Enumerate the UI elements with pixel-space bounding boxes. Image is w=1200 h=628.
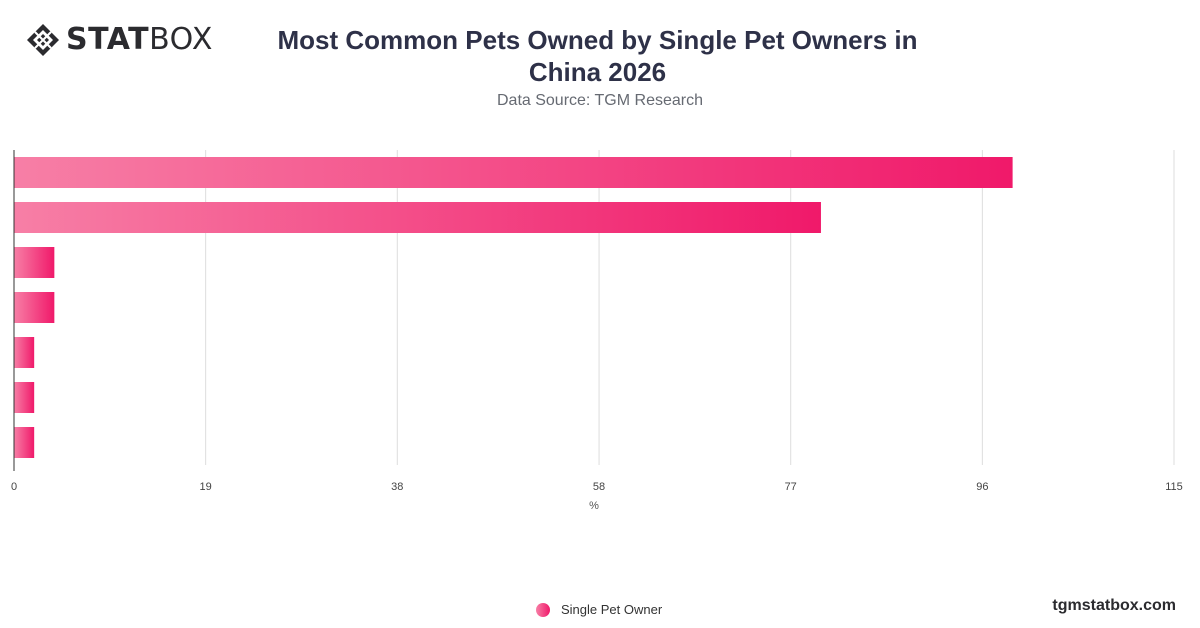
x-tick-label: 77 — [785, 481, 797, 493]
x-tick-label: 19 — [200, 481, 212, 493]
x-axis-label: % — [589, 500, 599, 512]
statbox-logo: STATBOX — [26, 22, 213, 58]
legend-label: Single Pet Owner — [561, 602, 663, 617]
logo-text-light: BOX — [149, 22, 213, 57]
x-tick-labels: 0 19 38 58 77 96 115 — [11, 481, 1183, 493]
bar[interactable] — [14, 202, 821, 233]
bar[interactable] — [14, 292, 55, 323]
x-tick-label: 96 — [976, 481, 988, 493]
legend-swatch — [536, 602, 550, 617]
x-tick-label: 58 — [593, 481, 605, 493]
x-tick-label: 38 — [391, 481, 403, 493]
grid-lines — [205, 150, 1175, 465]
diamond-grid-icon — [27, 24, 59, 56]
chart-subtitle: Data Source: TGM Research — [496, 92, 703, 109]
bar[interactable] — [14, 382, 35, 413]
logo-text: STATBOX — [66, 22, 213, 58]
site-url[interactable]: tgmstatbox.com — [1052, 597, 1176, 614]
x-tick-label: 115 — [1165, 481, 1183, 493]
bar[interactable] — [14, 427, 35, 458]
logo-text-bold: STAT — [66, 22, 150, 57]
bar[interactable] — [14, 247, 55, 278]
legend[interactable]: Single Pet Owner — [536, 602, 662, 617]
chart-title: Most Common Pets Owned by Single Pet Own… — [277, 25, 918, 87]
bar[interactable] — [14, 157, 1013, 188]
bar[interactable] — [14, 337, 35, 368]
bars — [14, 157, 1013, 458]
x-tick-label: 0 — [11, 481, 17, 493]
